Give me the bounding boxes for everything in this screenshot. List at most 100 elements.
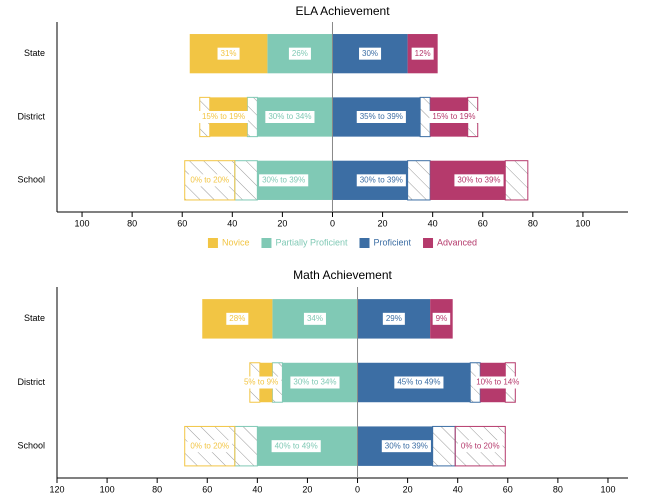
x-tick-label: 80 [152, 484, 162, 494]
value-label-group: 28% [226, 312, 249, 325]
value-label: 5% to 9% [244, 378, 278, 387]
value-label: 10% to 14% [476, 378, 519, 387]
value-label: 15% to 19% [432, 112, 475, 121]
value-label-group: 40% to 49% [271, 440, 321, 453]
value-label-bg [259, 174, 309, 187]
x-tick-label: 40 [252, 484, 262, 494]
x-tick-label: 80 [127, 218, 137, 228]
bar-range [419, 96, 431, 138]
value-label-bg [187, 440, 233, 453]
value-label-bg [303, 312, 326, 325]
value-label-group: 30% to 39% [356, 174, 406, 187]
value-label-bg [394, 376, 444, 389]
value-label-group: 5% to 9% [240, 376, 282, 389]
legend-swatch [261, 238, 272, 248]
value-label-group: 35% to 39% [356, 111, 406, 123]
value-label: 30% to 39% [262, 175, 305, 184]
x-tick-label: 40 [227, 218, 237, 228]
x-tick-label: 60 [478, 218, 488, 228]
value-label-bg [290, 376, 340, 389]
value-label-group: 26% [288, 47, 311, 60]
category-label: District [18, 377, 46, 387]
category-label: School [17, 175, 45, 185]
value-label: 45% to 49% [397, 378, 440, 387]
legend-label: Novice [222, 237, 250, 247]
x-tick-label: 60 [503, 484, 513, 494]
value-label-group: 15% to 19% [429, 111, 479, 123]
value-label: 30% to 39% [457, 175, 500, 184]
bar-range [234, 425, 258, 467]
value-label: 34% [307, 314, 323, 323]
legend-swatch [207, 238, 218, 248]
x-tick-label: 100 [600, 484, 615, 494]
value-label-group: 30% to 34% [290, 376, 340, 389]
value-label: 0% to 20% [461, 441, 500, 450]
value-label-group: 30% to 39% [259, 174, 309, 187]
value-label-bg [359, 47, 382, 60]
value-label-group: 31% [217, 47, 240, 60]
value-label: 35% to 39% [360, 112, 403, 121]
value-label: 15% to 19% [202, 112, 245, 121]
x-tick-label: 20 [277, 218, 287, 228]
bar-range [407, 160, 431, 201]
value-label-bg [473, 376, 523, 389]
value-label: 0% to 20% [190, 175, 229, 184]
value-label-bg [432, 312, 451, 325]
value-label-bg [288, 47, 311, 60]
value-label: 30% to 39% [360, 175, 403, 184]
value-label: 0% to 20% [190, 441, 229, 450]
category-label: District [18, 111, 46, 121]
value-label: 30% to 34% [293, 378, 336, 387]
x-tick-label: 40 [428, 218, 438, 228]
value-label-bg [240, 376, 282, 389]
category-label: School [17, 441, 45, 451]
value-label-bg [198, 111, 249, 123]
value-label-group: 0% to 20% [457, 440, 503, 453]
value-label-group: 0% to 20% [187, 174, 233, 187]
category-label: State [24, 48, 45, 58]
value-label: 28% [229, 314, 245, 323]
value-label: 29% [386, 314, 402, 323]
value-label-group: 30% to 34% [265, 111, 315, 123]
bar-range [246, 96, 258, 138]
value-label: 9% [436, 314, 448, 323]
x-tick-label: 0 [330, 218, 335, 228]
value-label-group: 30% to 39% [381, 440, 431, 453]
value-label-bg [271, 440, 321, 453]
legend-label: Partially Proficient [275, 237, 348, 247]
value-label: 30% to 34% [268, 112, 311, 121]
legend-label: Advanced [437, 237, 477, 247]
value-label: 12% [415, 49, 431, 58]
x-tick-label: 80 [528, 218, 538, 228]
value-label-bg [382, 312, 405, 325]
value-label-bg [429, 111, 479, 123]
x-tick-label: 20 [378, 218, 388, 228]
value-label-bg [411, 47, 434, 60]
x-tick-label: 100 [75, 218, 90, 228]
value-label-group: 9% [432, 312, 451, 325]
x-tick-label: 80 [553, 484, 563, 494]
bar-range [234, 160, 258, 201]
x-tick-label: 120 [49, 484, 64, 494]
value-label-group: 0% to 20% [187, 440, 233, 453]
bar-range [432, 425, 456, 467]
legend-swatch [423, 238, 434, 248]
bar-range [504, 160, 529, 201]
value-label: 30% [362, 49, 378, 58]
chart-title: ELA Achievement [295, 4, 390, 18]
value-label-group: 45% to 49% [394, 376, 444, 389]
x-tick-label: 60 [202, 484, 212, 494]
value-label-group: 29% [382, 312, 405, 325]
value-label-bg [187, 174, 233, 187]
x-tick-label: 20 [302, 484, 312, 494]
legend-label: Proficient [373, 237, 411, 247]
value-label-bg [226, 312, 249, 325]
value-label-bg [265, 111, 315, 123]
x-tick-label: 60 [177, 218, 187, 228]
x-tick-label: 20 [403, 484, 413, 494]
legend-swatch [359, 238, 370, 248]
legend: Novice Partially Proficient Proficient Adva… [207, 237, 477, 248]
category-label: State [24, 313, 45, 323]
chart-title: Math Achievement [293, 268, 392, 282]
